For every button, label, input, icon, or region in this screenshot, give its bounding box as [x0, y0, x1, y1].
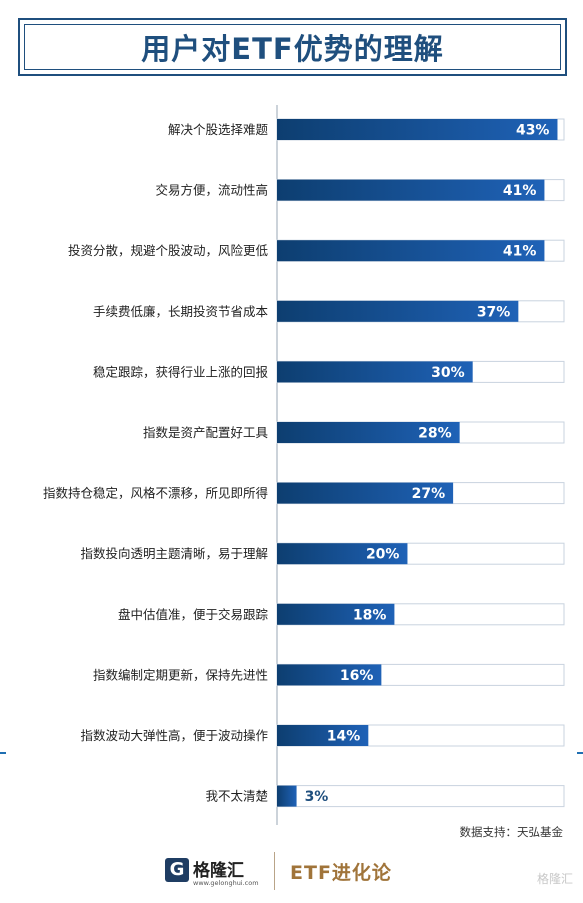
value-label: 18%	[353, 607, 387, 623]
value-label: 16%	[340, 668, 374, 684]
title-frame: 用户对ETF优势的理解	[18, 18, 567, 76]
value-label: 3%	[305, 789, 329, 805]
gelonghui-logo-icon: G	[165, 858, 189, 882]
source-note: 数据支持：天弘基金	[459, 825, 564, 839]
category-label: 指数是资产配置好工具	[143, 425, 269, 440]
footer-divider	[274, 852, 275, 890]
category-label: 指数持仓稳定，风格不漂移，所见即所得	[43, 486, 268, 501]
title-inner-border	[24, 24, 561, 70]
logo-url: www.gelonghui.com	[193, 879, 259, 887]
value-label: 14%	[327, 729, 361, 745]
bar	[277, 482, 454, 504]
watermark: 格隆汇	[536, 872, 573, 886]
right-edge-mark	[577, 752, 583, 754]
left-edge-mark	[0, 752, 6, 754]
bar	[277, 603, 395, 625]
bar	[277, 300, 519, 322]
bar	[277, 240, 545, 262]
bar	[277, 119, 558, 140]
value-label: 30%	[431, 365, 465, 381]
value-label: 27%	[412, 486, 446, 502]
value-label: 43%	[516, 123, 550, 139]
value-label: 20%	[366, 547, 400, 563]
category-label: 指数投向透明主题清晰，易于理解	[80, 546, 268, 561]
bar	[277, 422, 460, 443]
category-label: 盘中估值准，便于交易跟踪	[118, 607, 269, 622]
category-label: 指数编制定期更新，保持先进性	[93, 667, 268, 682]
footer: G 格隆汇 www.gelonghui.com ETF进化论 格隆汇	[0, 850, 583, 895]
category-label: 解决个股选择难题	[168, 122, 269, 137]
bar	[277, 179, 545, 201]
bar-chart: 解决个股选择难题 43% 交易方便，流动性高 41% 投资分散，规避个股波动，风险更低 4…	[43, 105, 565, 825]
bar	[277, 664, 382, 686]
category-label: 交易方便，流动性高	[155, 183, 268, 198]
bar	[277, 361, 473, 383]
value-label: 37%	[477, 304, 511, 320]
category-label: 指数波动大弹性高，便于波动操作	[80, 728, 268, 743]
logo-name: 格隆汇	[193, 861, 244, 881]
chart-title: 用户对ETF优势的理解	[141, 32, 444, 66]
value-label: 41%	[503, 244, 537, 260]
brand-name: ETF进化论	[290, 862, 392, 884]
category-label: 稳定跟踪，获得行业上涨的回报	[93, 364, 269, 379]
value-label: 41%	[503, 183, 537, 199]
bar	[277, 785, 297, 807]
bar	[277, 543, 408, 565]
value-label: 28%	[418, 426, 452, 442]
category-label: 投资分散，规避个股波动，风险更低	[68, 243, 269, 258]
category-label: 手续费低廉，长期投资节省成本	[93, 304, 269, 319]
category-label: 我不太清楚	[205, 789, 268, 804]
bar	[277, 725, 369, 746]
